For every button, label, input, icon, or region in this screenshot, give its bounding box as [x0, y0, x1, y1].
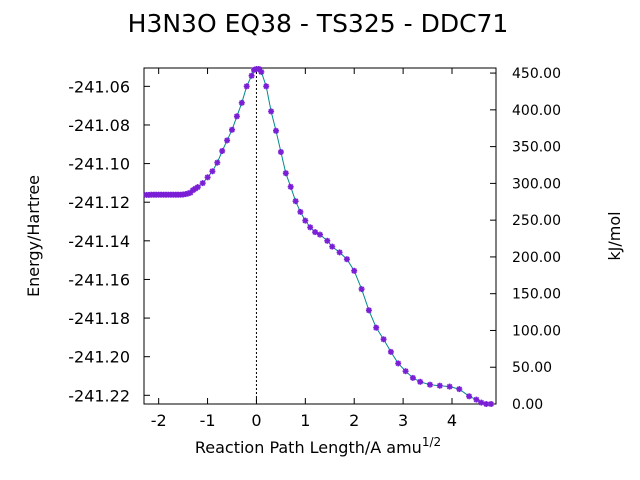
energy-series-points: [143, 66, 495, 407]
data-point: [194, 184, 201, 191]
data-point: [380, 336, 387, 343]
data-point: [209, 168, 216, 175]
data-point: [395, 360, 402, 367]
data-point: [219, 148, 226, 154]
data-point: [488, 401, 495, 407]
data-point: [273, 127, 279, 134]
data-point: [282, 170, 289, 177]
data-point: [365, 307, 372, 314]
y-tick-label: -241.20: [68, 348, 130, 367]
data-point: [307, 224, 314, 231]
data-point: [427, 381, 433, 388]
data-point: [373, 324, 380, 331]
data-point: [456, 386, 463, 393]
data-point: [343, 256, 350, 263]
data-point: [229, 126, 235, 133]
data-point: [268, 108, 275, 115]
y2-axis-label: kJ/mol: [605, 211, 624, 260]
y-tick-label: -241.08: [68, 116, 130, 135]
y-tick-label: -241.10: [68, 155, 130, 174]
plot-frame: [143, 67, 497, 405]
x-tick-label: 2: [349, 411, 359, 430]
data-point: [478, 399, 485, 406]
data-point: [292, 198, 299, 205]
data-point: [358, 286, 365, 293]
y2-tick-label: 400.00: [512, 103, 561, 119]
data-point: [297, 208, 304, 215]
y-tick-label: -241.18: [68, 309, 130, 328]
y2-tick-label: 200.00: [512, 250, 561, 266]
y-tick-label: -241.16: [68, 270, 130, 289]
x-tick-label: 1: [300, 411, 310, 430]
data-point: [243, 83, 250, 90]
y2-tick-label: 350.00: [512, 140, 561, 156]
y2-tick-label: 0.00: [512, 397, 543, 413]
x-axis-ticks: -2 -1 0 1 2 3 4: [151, 68, 457, 430]
data-point: [214, 159, 221, 166]
y-tick-label: -241.14: [68, 232, 130, 251]
data-point: [248, 72, 255, 79]
data-point: [324, 237, 331, 244]
x-tick-label: 0: [251, 411, 261, 430]
data-point: [258, 68, 265, 75]
y2-axis-ticks: 0.00 50.00 100.00 150.00 200.00 250.00 300.00 3…: [490, 66, 561, 413]
y-axis-ticks: -241.06 -241.08 -241.10 -241.12 -241.14 -241.…: [68, 77, 150, 405]
x-tick-label: 3: [398, 411, 408, 430]
data-point: [204, 174, 211, 181]
x-axis-label-superscript: 1/2: [422, 435, 441, 449]
data-point: [351, 267, 358, 274]
data-point: [387, 348, 394, 355]
y-axis-label: Energy/Hartree: [24, 175, 43, 297]
data-point: [233, 113, 240, 120]
x-tick-label: 4: [447, 411, 457, 430]
y-tick-label: -241.06: [68, 77, 130, 96]
x-tick-label: -1: [200, 411, 216, 430]
data-point: [409, 374, 416, 381]
data-point: [238, 99, 245, 106]
x-tick-label: -2: [151, 411, 167, 430]
data-point: [199, 180, 206, 187]
data-point: [224, 137, 231, 144]
data-point: [287, 183, 294, 190]
data-point: [417, 378, 424, 385]
data-point: [312, 229, 319, 236]
data-point: [263, 83, 270, 90]
y2-tick-label: 450.00: [512, 66, 561, 82]
data-point: [329, 243, 336, 250]
data-point: [402, 368, 409, 375]
data-point: [336, 249, 343, 256]
data-point: [473, 396, 480, 403]
y2-tick-label: 100.00: [512, 323, 561, 339]
data-point: [317, 231, 323, 238]
data-point: [446, 383, 453, 390]
chart-title: H3N3O EQ38 - TS325 - DDC71: [128, 9, 509, 38]
x-axis-label-main: Reaction Path Length/A amu: [195, 438, 422, 457]
y2-tick-label: 300.00: [512, 176, 561, 192]
y-tick-label: -241.22: [68, 386, 130, 405]
data-point: [466, 393, 473, 400]
y2-tick-label: 150.00: [512, 287, 561, 303]
data-point: [277, 149, 284, 155]
x-axis-label: Reaction Path Length/A amu1/2: [195, 435, 441, 457]
data-point: [436, 382, 443, 389]
y2-tick-label: 250.00: [512, 213, 561, 229]
y2-tick-label: 50.00: [512, 360, 552, 376]
y-tick-label: -241.12: [68, 193, 130, 212]
data-point: [302, 217, 309, 224]
